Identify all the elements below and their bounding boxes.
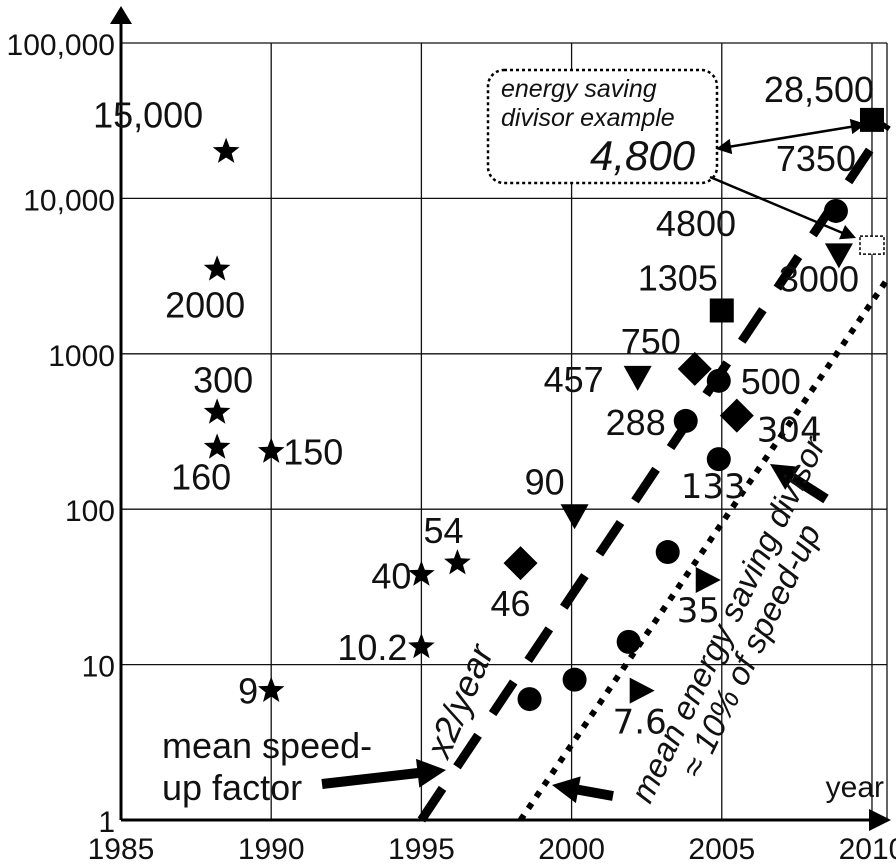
y-tick-label: 100,000	[7, 29, 115, 62]
star-marker	[444, 549, 471, 575]
circle-marker	[706, 368, 731, 393]
triangle-down-marker	[623, 365, 652, 391]
y-tick-label: 1000	[48, 340, 115, 373]
data-label: 15,000	[93, 95, 203, 136]
x-tick-label: 1990	[238, 833, 305, 866]
data-markers	[203, 107, 885, 712]
x-tick-label: 1985	[88, 833, 155, 866]
speedup-arrow-line	[321, 768, 419, 789]
data-label: 1305	[638, 257, 718, 298]
dotted-arrow-head	[552, 776, 581, 804]
annotation-box-line: divisor example	[501, 104, 675, 132]
square-dashed-marker	[859, 235, 885, 255]
data-label: 288	[606, 402, 666, 443]
annotation-arrow-head	[849, 118, 866, 135]
y-tick-label: 10	[82, 651, 115, 684]
star-marker	[203, 255, 231, 281]
circle-marker	[562, 667, 587, 692]
dotted-arrow-line	[573, 784, 614, 801]
data-label: 10.2	[337, 627, 407, 668]
triangle-right-marker	[629, 677, 655, 704]
data-label: 7350	[776, 138, 856, 179]
data-label: 750	[621, 321, 681, 362]
star-marker	[408, 560, 435, 586]
x-tick-label: 2010	[839, 833, 896, 866]
axes	[110, 6, 891, 831]
y-axis-arrow	[110, 6, 132, 24]
square-marker	[859, 107, 884, 132]
data-label: 90	[525, 461, 565, 502]
data-label: 54	[423, 510, 463, 551]
annotation-arrow-head	[839, 224, 856, 240]
dotted-arrow-head	[770, 464, 800, 490]
data-label: 35	[677, 591, 720, 631]
x2-year-label: x2/year	[417, 637, 502, 765]
data-label: 304	[757, 411, 822, 451]
trend-line-dashed	[417, 121, 891, 823]
annotation-box-value: 4,800	[590, 132, 696, 179]
star-marker	[257, 437, 285, 463]
circle-marker	[517, 687, 542, 712]
data-label: 7.6	[613, 703, 667, 743]
triangle-down-marker	[560, 504, 589, 530]
square-marker	[709, 298, 734, 323]
star-marker	[203, 433, 231, 459]
data-label: 3000	[779, 258, 859, 299]
trend-lines	[417, 121, 891, 823]
x-tick-label: 2005	[688, 833, 755, 866]
speedup-label-line: mean speed-	[162, 725, 372, 766]
data-label: 46	[491, 583, 531, 624]
speedup-label-line: up factor	[162, 767, 302, 808]
star-marker	[257, 676, 285, 702]
triangle-right-marker	[695, 567, 721, 594]
data-label: 300	[193, 359, 253, 400]
circle-marker	[673, 408, 698, 433]
data-label: 457	[544, 359, 604, 400]
annotation-arrow-line	[727, 124, 857, 149]
y-tick-label: 1	[98, 806, 115, 839]
diamond-marker	[503, 546, 538, 581]
data-labels: 15,000 2000 300 160 150 40 54 10.2 9 46 750 304 288 5…	[93, 69, 874, 743]
speedup-arrow-head	[416, 758, 446, 788]
trend-line-dotted	[518, 277, 890, 822]
y-tick-label: 10,000	[23, 184, 115, 217]
data-label: 133	[681, 467, 746, 507]
data-label: 9	[238, 671, 258, 712]
data-label: 150	[283, 432, 343, 473]
star-marker	[408, 632, 435, 659]
x-axis-label: year	[826, 771, 884, 804]
data-label: 500	[741, 361, 801, 402]
data-label: 40	[371, 556, 411, 597]
x-tick-label: 1995	[388, 833, 455, 866]
data-label: 160	[171, 456, 231, 497]
star-marker	[203, 398, 231, 424]
annotation-box-line: energy saving	[501, 75, 657, 103]
annotation-arrow-head	[716, 138, 733, 155]
diamond-marker	[677, 351, 712, 386]
dotted-arrow-line	[790, 473, 829, 504]
diamond-marker	[719, 398, 754, 433]
annotation-box	[486, 68, 719, 185]
star-marker	[212, 137, 240, 163]
data-label: 2000	[165, 284, 245, 325]
circle-marker	[706, 447, 731, 472]
tick-labels: 1985 1990 1995 2000 2005 2010 1 10 100 1000 10,000…	[7, 29, 896, 866]
x-tick-label: 2000	[538, 833, 605, 866]
circle-marker	[616, 629, 641, 654]
circle-marker	[655, 540, 680, 565]
triangle-down-marker	[824, 243, 853, 269]
y-tick-label: 100	[65, 495, 115, 528]
circle-marker	[823, 198, 848, 223]
x-axis-arrow	[869, 809, 891, 831]
data-label: 4800	[656, 203, 736, 244]
data-label: 28,500	[764, 69, 874, 110]
annotation-arrow-line	[709, 175, 846, 236]
